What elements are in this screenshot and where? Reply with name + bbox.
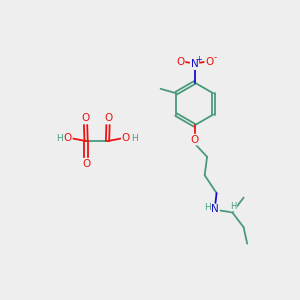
Text: O: O [64, 133, 72, 143]
Text: O: O [205, 57, 214, 67]
Text: H: H [56, 134, 63, 142]
Text: O: O [81, 113, 90, 124]
Text: -: - [213, 53, 216, 62]
Text: +: + [195, 55, 202, 64]
Text: O: O [176, 57, 184, 67]
Text: O: O [82, 159, 90, 169]
Text: O: O [122, 133, 130, 143]
Text: H: H [230, 202, 237, 211]
Text: N: N [211, 204, 219, 214]
Text: N: N [191, 59, 199, 69]
Text: H: H [204, 203, 211, 212]
Text: O: O [104, 113, 112, 124]
Text: O: O [190, 135, 199, 145]
Text: H: H [131, 134, 138, 142]
